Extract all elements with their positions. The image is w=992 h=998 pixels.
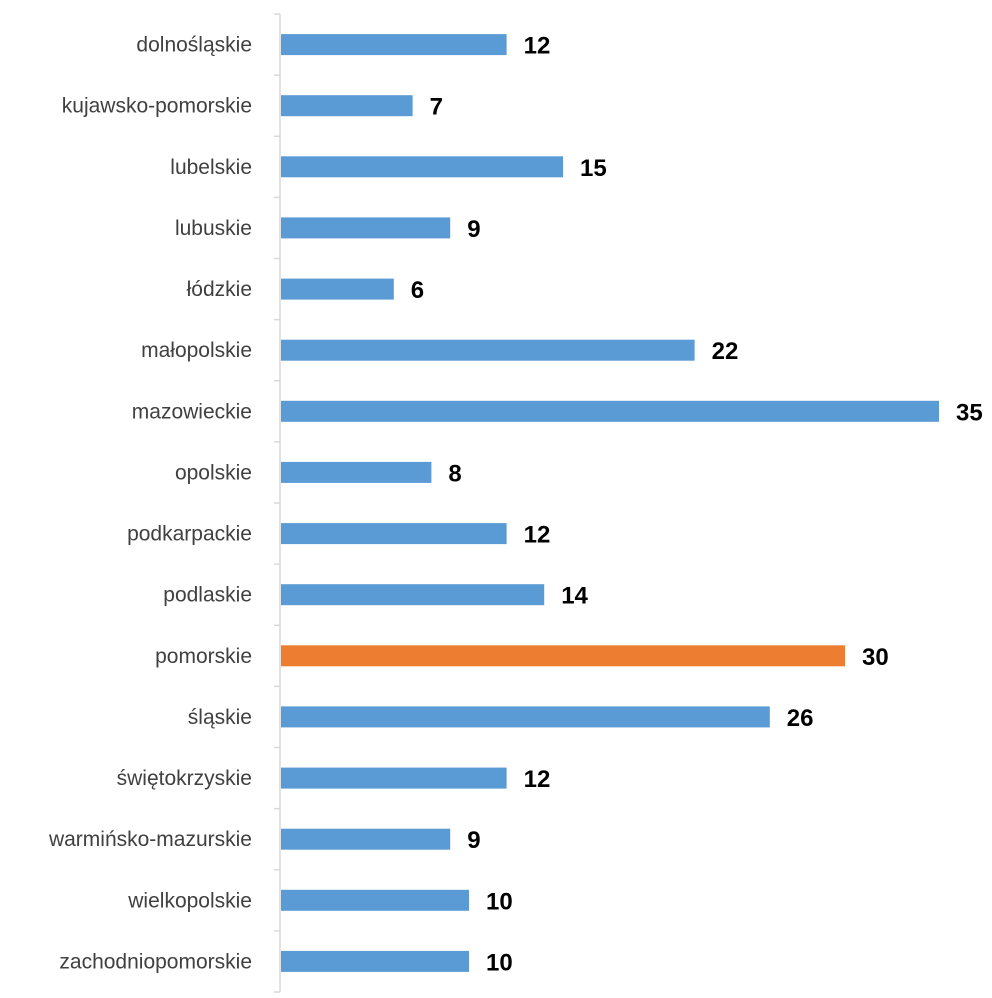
bar-9 [281,584,545,606]
bar-8 [281,523,507,545]
value-labels-layer: 12 7 15 9 6 22 35 8 12 14 30 26 12 9 10 10 [411,33,983,977]
bar-12 [281,767,507,789]
category-label: podkarpackie [127,523,252,546]
bar-1 [281,95,413,117]
category-label: lubuskie [175,217,252,240]
category-label: opolskie [175,461,252,484]
category-label: kujawsko-pomorskie [62,95,252,118]
bar-3 [281,217,451,239]
value-label: 12 [524,33,551,60]
bars-layer [281,34,939,972]
value-label: 15 [580,155,607,182]
value-label: 30 [862,644,889,671]
category-label: śląskie [188,706,252,729]
bar-5 [281,339,695,361]
value-label: 10 [486,888,513,915]
value-label: 9 [467,827,480,854]
value-label: 22 [712,338,739,365]
value-label: 35 [956,399,983,426]
value-label: 8 [448,460,461,487]
value-label: 14 [561,583,588,610]
value-label: 9 [467,216,480,243]
category-label: łódzkie [187,278,252,301]
category-label: podlaskie [163,584,252,607]
bar-2 [281,156,563,178]
bar-7 [281,461,432,483]
bar-13 [281,828,451,850]
category-label: mazowieckie [132,400,252,423]
bar-6 [281,400,939,422]
category-label: lubelskie [170,156,252,179]
axis-layer [274,13,281,993]
value-label: 6 [411,277,424,304]
category-label: dolnośląskie [136,34,252,57]
category-labels-layer: dolnośląskie kujawsko-pomorskie lubelskie l… [48,34,252,974]
value-label: 12 [524,766,551,793]
bar-11 [281,706,770,728]
category-label: wielkopolskie [127,889,252,912]
category-label: pomorskie [155,645,252,668]
bar-14 [281,889,469,911]
value-label: 7 [430,94,443,121]
bar-15 [281,950,469,972]
bar-0 [281,34,507,56]
category-label: warmińsko-mazurskie [48,828,252,851]
category-label: świętokrzyskie [117,767,252,790]
category-label: małopolskie [141,339,252,362]
bar-4 [281,278,394,300]
category-label: zachodniopomorskie [59,950,252,973]
value-label: 12 [524,522,551,549]
bar-10 [281,645,845,667]
value-label: 26 [787,705,814,732]
value-label: 10 [486,949,513,976]
